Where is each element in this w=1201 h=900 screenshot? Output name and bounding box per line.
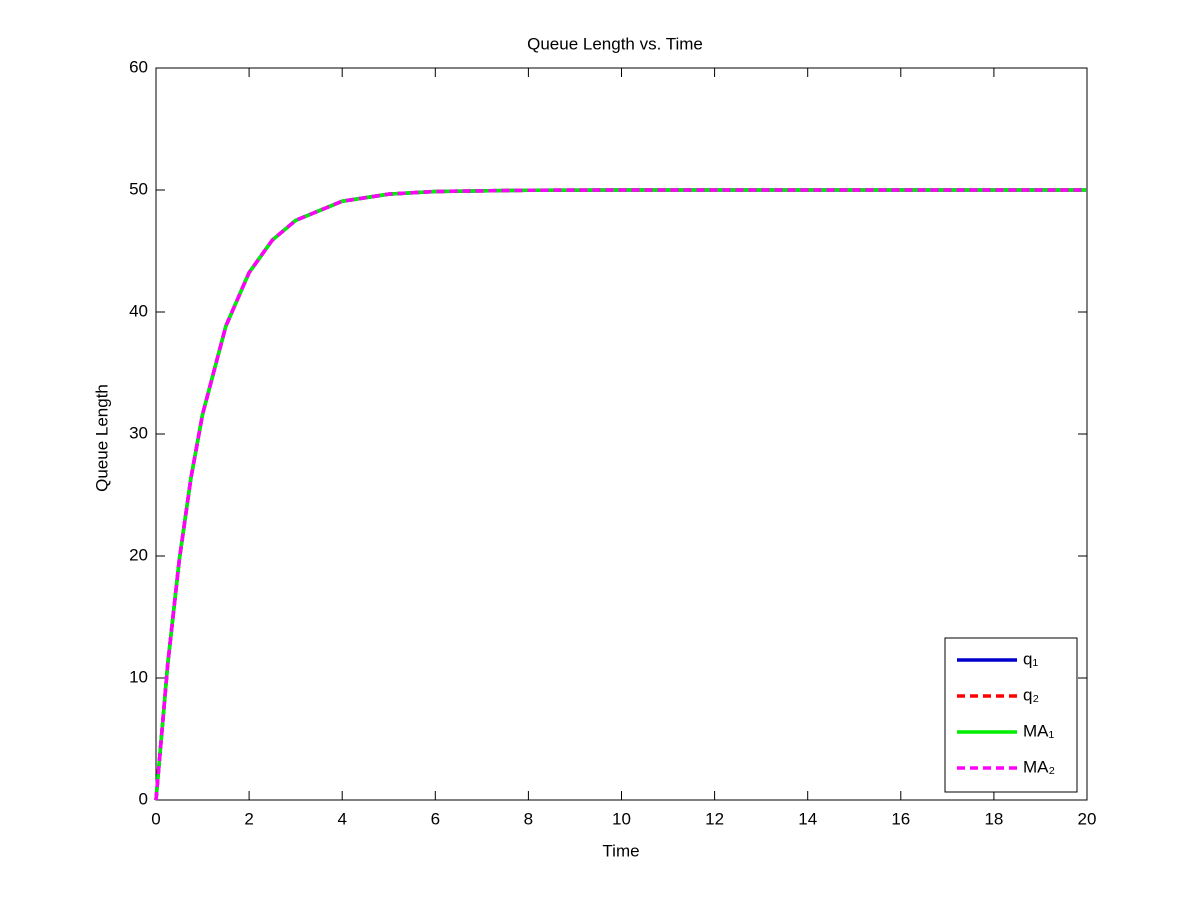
x-tick-label: 0: [151, 809, 160, 828]
legend-label: MA₁: [1023, 721, 1055, 740]
x-tick-label: 10: [612, 809, 631, 828]
y-tick-label: 10: [129, 667, 148, 686]
legend: q₁ q₂ MA₁ MA₂: [944, 637, 1078, 793]
x-tick-label: 18: [984, 809, 1003, 828]
chart-title: Queue Length vs. Time: [527, 34, 703, 53]
y-tick-label: 0: [139, 789, 148, 808]
x-tick-label: 2: [244, 809, 253, 828]
y-tick-label: 40: [129, 301, 148, 320]
x-tick-label: 16: [891, 809, 910, 828]
legend-label: q₁: [1023, 649, 1038, 668]
x-tick-label: 12: [705, 809, 724, 828]
y-axis-label: Queue Length: [92, 384, 111, 492]
x-tick-label: 6: [431, 809, 440, 828]
x-tick-label: 20: [1078, 809, 1097, 828]
legend-label: MA₂: [1023, 757, 1055, 776]
y-tick-label: 50: [129, 179, 148, 198]
x-tick-label: 8: [524, 809, 533, 828]
x-tick-label: 14: [798, 809, 817, 828]
y-tick-label: 30: [129, 423, 148, 442]
y-tick-label: 60: [129, 57, 148, 76]
series-line: [154, 188, 1087, 801]
x-axis-label: Time: [602, 841, 639, 860]
x-tick-label: 4: [337, 809, 346, 828]
y-tick-label: 20: [129, 545, 148, 564]
legend-label: q₂: [1023, 685, 1039, 704]
